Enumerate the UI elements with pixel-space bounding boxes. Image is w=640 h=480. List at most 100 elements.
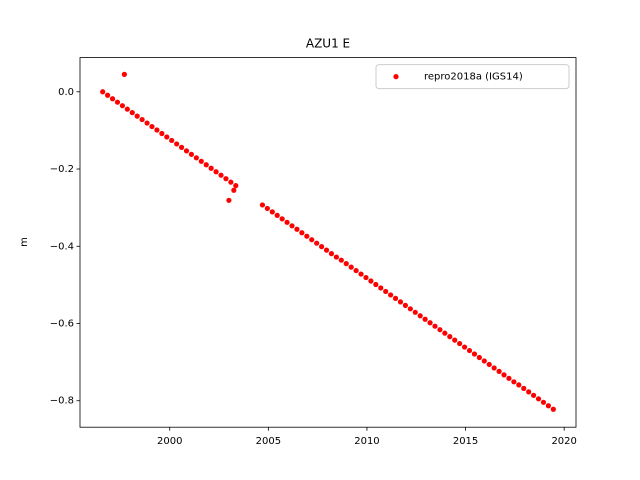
- point: [203, 162, 209, 168]
- y-tick-label: −0.6: [50, 319, 74, 330]
- legend-box: [375, 64, 570, 90]
- x-tick-label: 2015: [453, 436, 478, 447]
- point: [174, 141, 180, 147]
- point: [461, 344, 468, 350]
- point: [279, 216, 285, 222]
- point: [545, 403, 551, 409]
- point: [540, 399, 547, 405]
- point: [388, 292, 394, 298]
- point: [218, 172, 224, 178]
- point: [412, 309, 418, 315]
- point: [289, 223, 295, 229]
- point: [452, 337, 458, 343]
- point: [358, 271, 364, 277]
- point: [114, 99, 121, 105]
- point: [223, 176, 229, 182]
- point: [437, 327, 443, 333]
- point: [422, 316, 428, 322]
- point: [309, 237, 315, 243]
- point: [109, 96, 116, 102]
- point: [481, 358, 487, 364]
- y-tick-label: −0.2: [50, 164, 74, 175]
- point: [471, 351, 478, 357]
- point: [188, 151, 195, 157]
- x-tick-label: 2005: [256, 436, 281, 447]
- point: [486, 361, 492, 368]
- point: [353, 267, 359, 274]
- point: [530, 392, 537, 398]
- point: [105, 92, 111, 98]
- point: [550, 406, 556, 412]
- point: [178, 144, 185, 150]
- point: [124, 106, 130, 112]
- point: [154, 127, 160, 133]
- point: [535, 396, 542, 402]
- point: [466, 347, 473, 354]
- point: [457, 340, 463, 347]
- x-tick-label: 2000: [157, 436, 182, 447]
- point: [269, 209, 275, 215]
- point: [476, 354, 482, 361]
- point: [348, 264, 354, 270]
- point: [432, 323, 438, 329]
- point: [506, 375, 512, 381]
- point: [208, 165, 214, 171]
- point: [323, 247, 330, 253]
- point: [392, 295, 399, 301]
- point: [501, 372, 507, 378]
- point: [183, 148, 190, 154]
- point: [169, 137, 175, 144]
- point: [264, 205, 270, 212]
- point: [213, 169, 219, 175]
- point: [368, 278, 374, 284]
- legend-label: repro2018a (IGS14): [424, 72, 523, 83]
- point: [328, 251, 335, 257]
- point: [333, 254, 339, 260]
- y-tick-label: −0.4: [50, 241, 74, 252]
- point: [233, 183, 239, 189]
- y-tick-label: −0.8: [50, 396, 74, 407]
- point: [338, 257, 344, 263]
- point: [318, 244, 325, 250]
- y-tick-label: 0.0: [58, 87, 74, 98]
- point: [129, 110, 135, 116]
- point: [442, 330, 448, 336]
- point: [294, 226, 300, 232]
- point: [526, 389, 532, 395]
- point: [164, 134, 170, 140]
- point: [299, 230, 305, 236]
- point: [193, 155, 199, 161]
- point: [491, 365, 497, 371]
- point: [427, 320, 433, 326]
- y-axis-label: m: [19, 237, 30, 247]
- point: [134, 113, 140, 119]
- point: [521, 385, 527, 391]
- point: [516, 382, 522, 388]
- plot-frame: [79, 57, 577, 428]
- legend-marker: [393, 74, 399, 80]
- point: [198, 158, 204, 164]
- chart-title: AZU1 E: [306, 37, 350, 51]
- x-tick-label: 2010: [354, 436, 379, 447]
- point: [511, 379, 517, 385]
- point: [402, 302, 409, 308]
- point: [121, 71, 127, 77]
- point: [314, 240, 320, 246]
- point: [228, 179, 234, 185]
- point: [397, 299, 404, 305]
- point: [496, 368, 502, 374]
- point: [149, 123, 155, 130]
- point: [447, 334, 453, 340]
- point: [144, 120, 150, 126]
- point: [407, 306, 413, 312]
- point: [304, 233, 310, 239]
- point: [417, 313, 423, 319]
- point: [383, 288, 389, 295]
- point: [378, 285, 384, 291]
- point: [100, 89, 106, 95]
- point: [373, 281, 379, 288]
- point: [274, 212, 280, 218]
- point: [343, 261, 349, 267]
- point: [139, 116, 145, 123]
